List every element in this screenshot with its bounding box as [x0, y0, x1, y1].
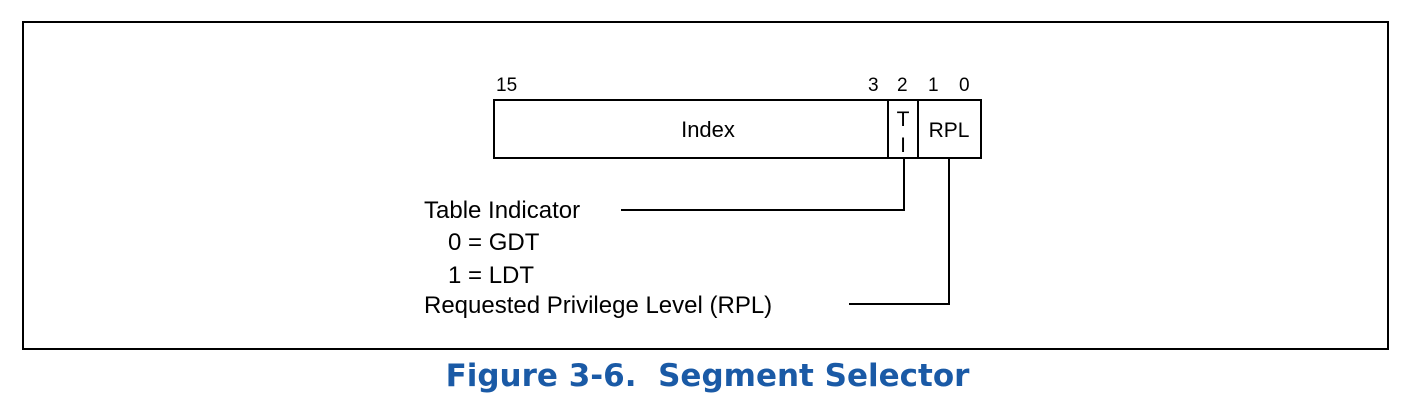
field-rpl-label: RPL [929, 119, 970, 142]
rpl-leader-line [849, 158, 950, 305]
rpl-description-label: Requested Privilege Level (RPL) [424, 292, 772, 319]
bit-label-15: 15 [496, 75, 517, 96]
table-indicator-label: Table Indicator [424, 197, 580, 224]
field-ti-label-top: T [897, 108, 910, 131]
figure-frame [22, 21, 1389, 350]
table-indicator-leader-line [621, 158, 905, 211]
bit-label-0: 0 [959, 75, 970, 96]
ldt-value-label: 1 = LDT [448, 262, 534, 289]
figure-caption: Figure 3-6. Segment Selector [445, 358, 970, 394]
bit-label-1: 1 [928, 75, 939, 96]
bit-label-3: 3 [868, 75, 879, 96]
bit-label-2: 2 [897, 75, 908, 96]
field-index-label: Index [681, 117, 735, 142]
gdt-value-label: 0 = GDT [448, 229, 540, 256]
selector-register-box [493, 99, 982, 159]
field-ti-label-bottom: I [900, 134, 906, 157]
